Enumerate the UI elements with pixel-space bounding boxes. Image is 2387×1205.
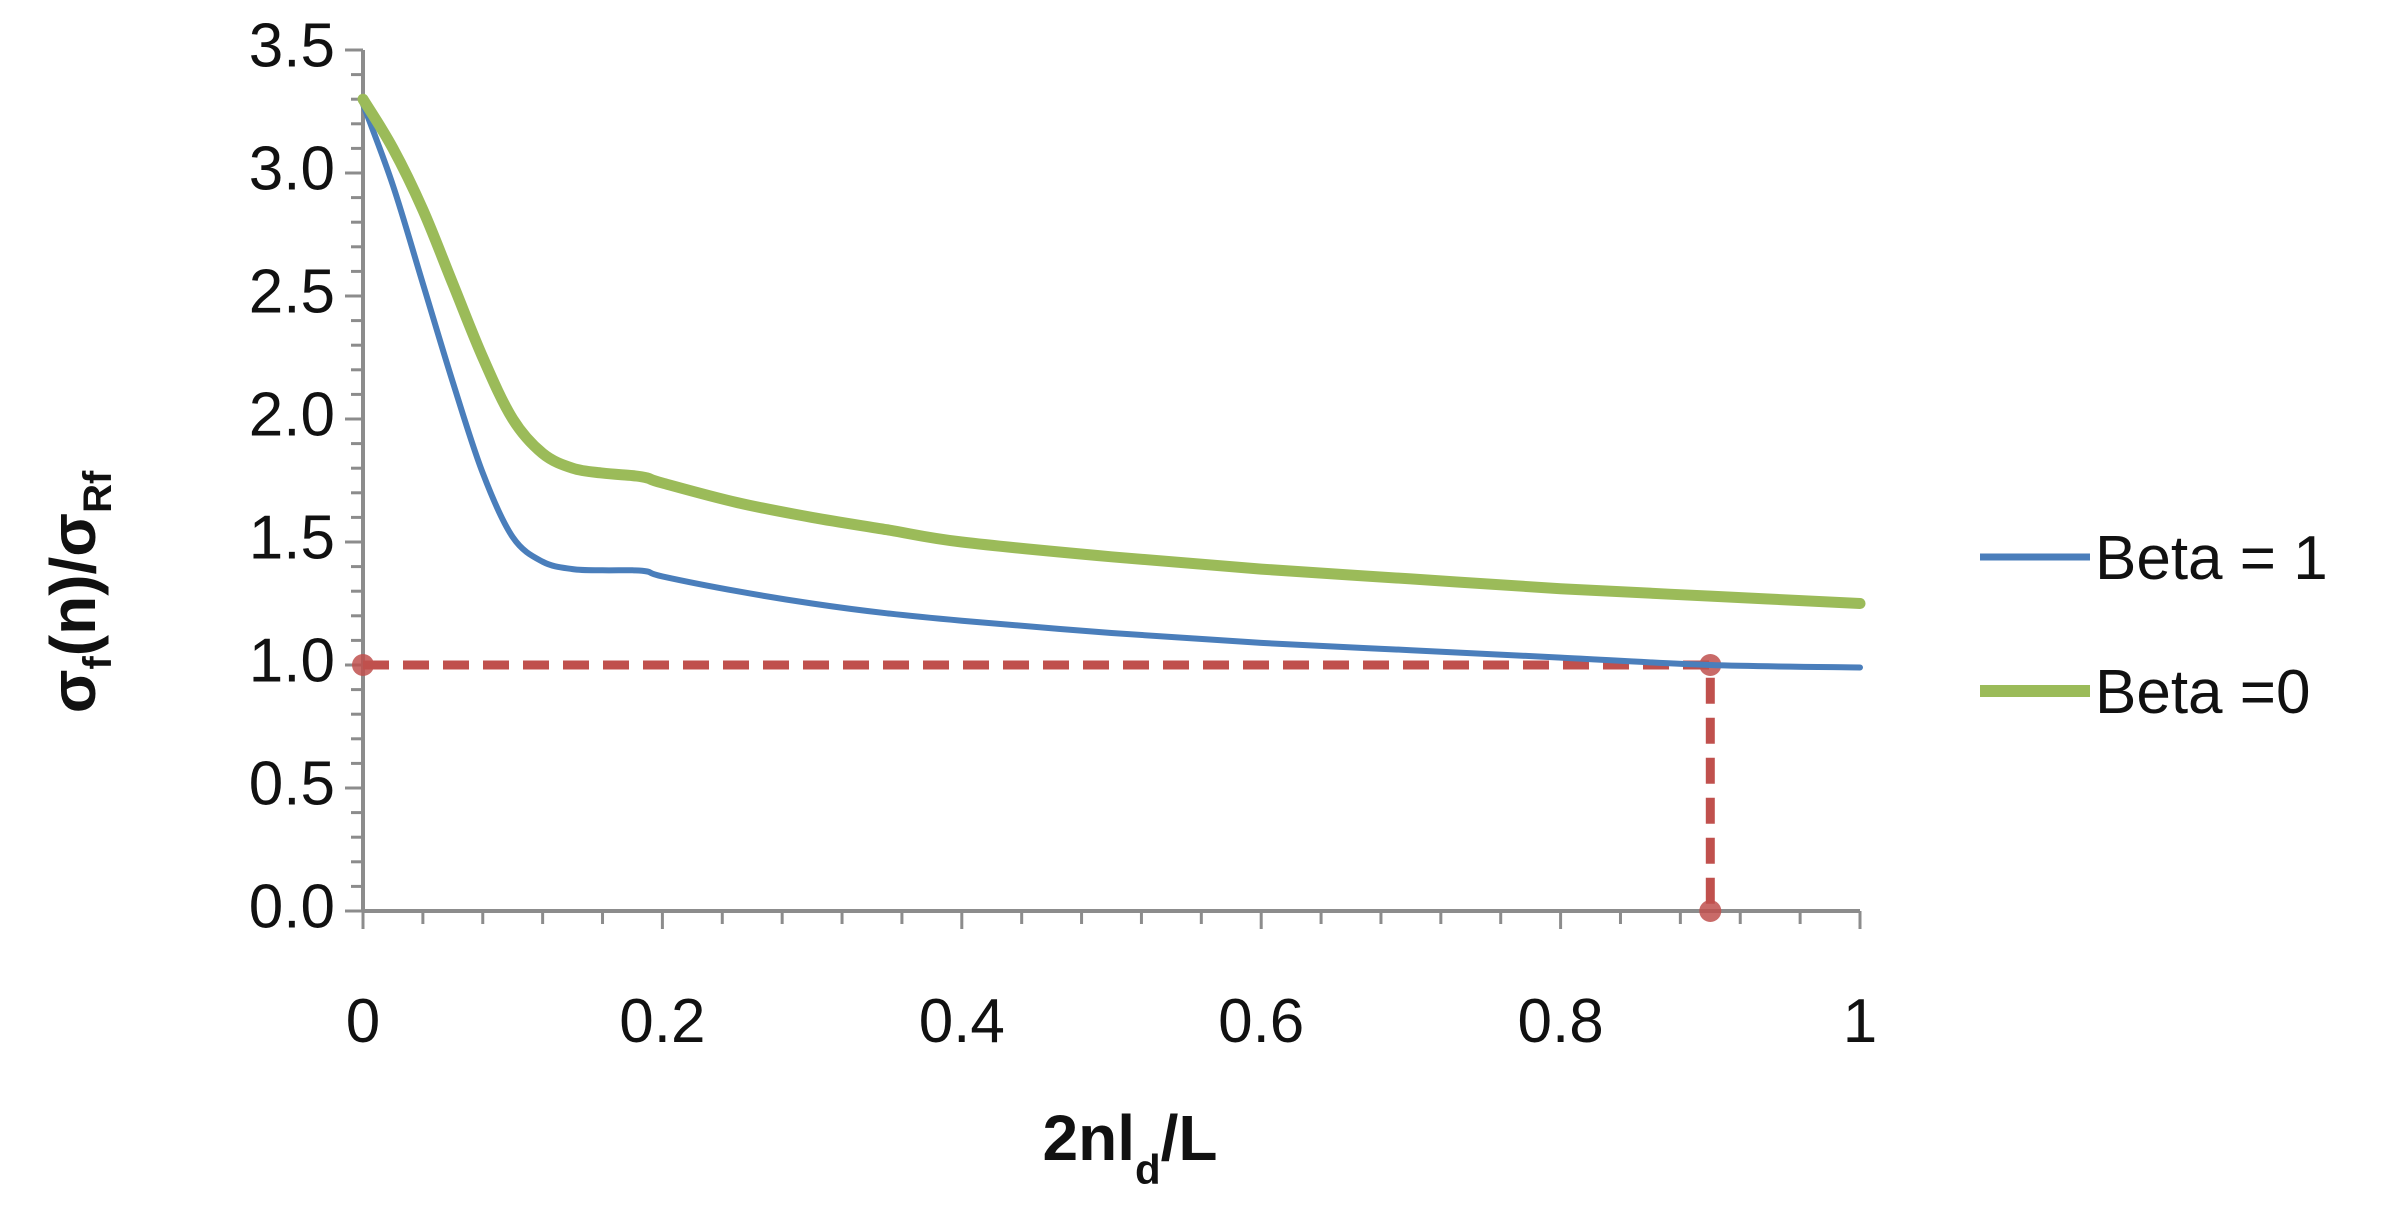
legend-label-beta-0: Beta =0	[2095, 658, 2310, 727]
x-tick-label: 0	[346, 987, 380, 1056]
x-tick-label: 0.2	[619, 987, 705, 1056]
y-tick-label: 0.0	[249, 872, 335, 941]
y-tick-label: 1.5	[249, 503, 335, 572]
y-tick-label: 2.5	[249, 257, 335, 326]
y-tick-label: 1.0	[249, 626, 335, 695]
x-tick-label: 0.8	[1517, 987, 1603, 1056]
x-tick-label: 0.6	[1218, 987, 1304, 1056]
series-line-beta-1	[360, 101, 1863, 671]
y-tick-label: 2.0	[249, 380, 335, 449]
annotation-layer	[352, 654, 1722, 922]
guide-marker	[1699, 900, 1722, 922]
series-layer	[357, 93, 1866, 671]
x-axis-title: 2nld/L	[1043, 1102, 1218, 1193]
y-axis-title: σf(n)/σRf	[37, 470, 120, 713]
legend-label-beta-1: Beta = 1	[2095, 524, 2328, 593]
x-tick-label: 0.4	[919, 987, 1005, 1056]
guide-marker	[352, 654, 374, 676]
y-tick-label: 3.5	[249, 11, 335, 80]
x-tick-label: 1	[1843, 987, 1877, 1056]
legend: Beta = 1 Beta =0	[1980, 524, 2328, 727]
dashed-guide-line	[363, 660, 1715, 911]
axes: 0.0 0.5 1.0 1.5 2.0 2.5 3.0 3.5 0 0.2 0.4 0.6 0.8 1	[249, 11, 1877, 1056]
y-tick-label: 0.5	[249, 749, 335, 818]
series-line-beta-0	[357, 93, 1866, 609]
y-tick-label: 3.0	[249, 134, 335, 203]
